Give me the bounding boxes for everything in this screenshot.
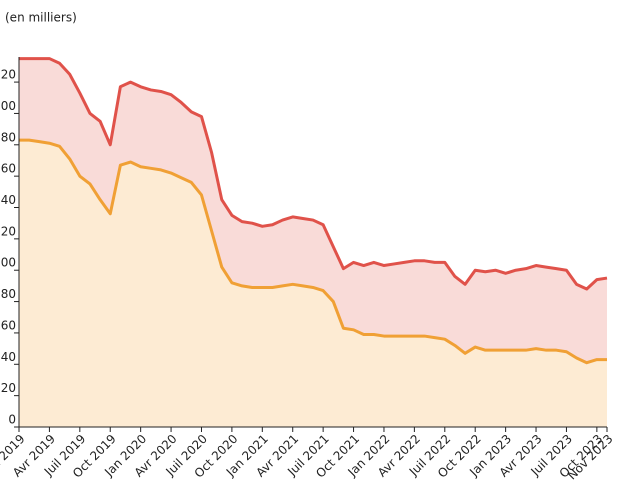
y-tick-label: 20 (1, 381, 16, 395)
area (19, 140, 607, 427)
y-tick-label: 140 (0, 193, 16, 207)
y-tick-label: 200 (0, 99, 16, 113)
y-tick-label: 160 (0, 162, 16, 176)
line (19, 138, 607, 365)
y-tick-label: 180 (0, 130, 16, 144)
line (19, 57, 608, 291)
y-tick-label: 100 (0, 256, 16, 270)
y-tick-label: 80 (1, 287, 16, 301)
y-tick-label: 60 (1, 318, 16, 332)
y-tick-label: 220 (0, 68, 16, 82)
chart-title: (en milliers) (5, 11, 77, 25)
y-tick-label: 120 (0, 224, 16, 238)
y-tick-label: 40 (1, 350, 16, 364)
y-tick-label: 0 (8, 413, 16, 427)
